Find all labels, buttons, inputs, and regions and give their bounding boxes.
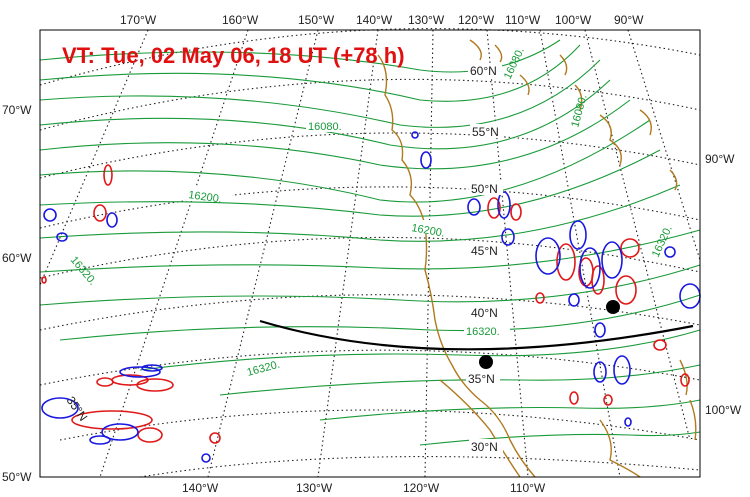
track-line	[259, 319, 694, 351]
lat-label: 40°N	[471, 306, 498, 320]
lat-label: 30°N	[471, 440, 498, 454]
left-edge-label: 60°W	[2, 251, 32, 265]
top-lon-label: 150°W	[298, 13, 335, 27]
top-lon-label: 170°W	[120, 13, 157, 27]
graticule	[39, 28, 701, 478]
latitude-labels: 60°N 55°N 50°N 45°N 40°N 35°N 30°N 35°N	[64, 63, 504, 454]
lat-label: 55°N	[472, 125, 499, 139]
right-edge-label: 100°W	[705, 403, 742, 417]
top-lon-label: 120°W	[458, 13, 495, 27]
left-edge-labels: 70°W 60°W 50°W	[2, 103, 32, 484]
map-frame	[39, 29, 701, 478]
track-point-continent	[606, 300, 620, 314]
right-edge-label: 90°W	[705, 152, 735, 166]
lat-label: 45°N	[471, 244, 498, 258]
height-label: 16080.	[308, 121, 342, 133]
top-lon-label: 110°W	[505, 13, 541, 27]
top-lon-label: 130°W	[408, 13, 445, 27]
track-point-pacific	[479, 355, 493, 369]
bottom-lon-label: 130°W	[296, 481, 333, 495]
positive-anomaly-contours	[41, 164, 690, 444]
top-lon-label: 100°W	[555, 13, 592, 27]
bottom-lon-label: 120°W	[403, 481, 440, 495]
map-title: VT: Tue, 02 May 06, 18 UT (+78 h)	[62, 43, 405, 68]
lat-label: 50°N	[471, 182, 498, 196]
bottom-longitude-labels: 140°W 130°W 120°W 110°W	[182, 481, 546, 495]
lat-label: 35°N	[468, 372, 495, 386]
negative-anomaly-contours	[41, 131, 701, 463]
height-label: 16200.	[410, 222, 445, 240]
height-label: 16320.	[466, 326, 500, 338]
right-edge-labels: 90°W 100°W	[705, 152, 742, 417]
top-lon-label: 160°W	[222, 13, 259, 27]
left-edge-label: 50°W	[2, 470, 32, 484]
top-lon-label: 90°W	[614, 13, 644, 27]
bottom-lon-label: 110°W	[510, 481, 546, 495]
coastline	[377, 39, 697, 478]
left-edge-label: 70°W	[2, 103, 32, 117]
bottom-lon-label: 140°W	[182, 481, 219, 495]
lat-label: 60°N	[470, 64, 497, 78]
height-label: 16200.	[188, 189, 223, 206]
top-lon-label: 140°W	[356, 13, 393, 27]
top-longitude-labels: 170°W 160°W 150°W 140°W 130°W 120°W 110°…	[120, 13, 644, 27]
